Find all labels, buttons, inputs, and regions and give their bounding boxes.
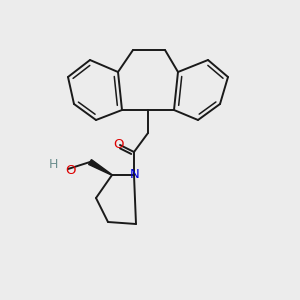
Text: O: O [66,164,76,178]
Polygon shape [88,160,112,175]
Text: N: N [130,167,140,181]
Text: H: H [48,158,58,170]
Text: O: O [114,137,124,151]
